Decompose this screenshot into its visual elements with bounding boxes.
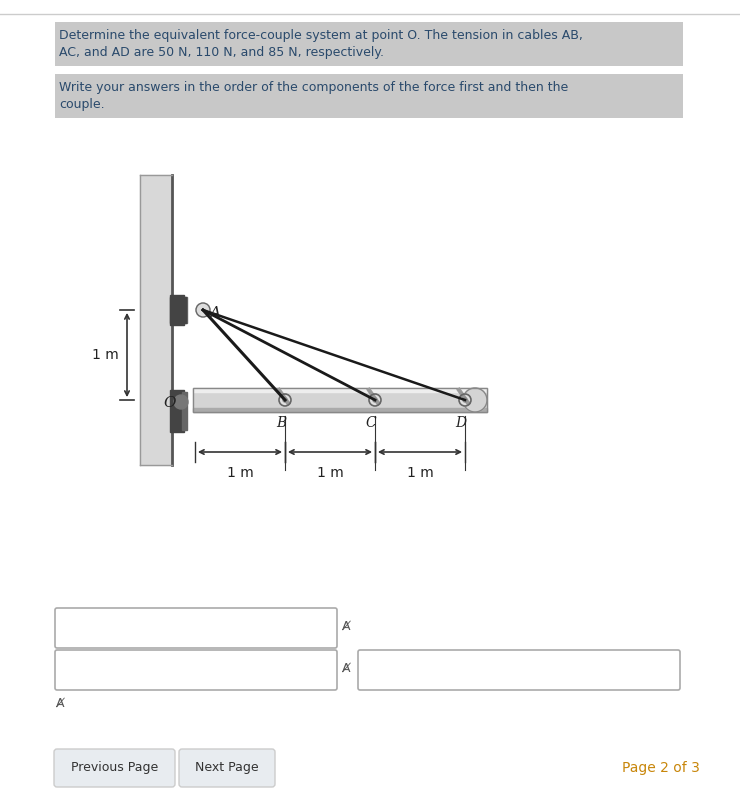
Text: D: D xyxy=(455,416,466,430)
Text: A̸: A̸ xyxy=(343,662,352,675)
Circle shape xyxy=(174,395,188,409)
Bar xyxy=(193,388,487,412)
Bar xyxy=(170,390,184,432)
Circle shape xyxy=(463,388,487,412)
Text: AC, and AD are 50 N, 110 N, and 85 N, respectively.: AC, and AD are 50 N, 110 N, and 85 N, re… xyxy=(59,46,384,59)
Text: A̸: A̸ xyxy=(57,697,66,710)
FancyBboxPatch shape xyxy=(55,650,337,690)
Text: Write your answers in the order of the components of the force first and then th: Write your answers in the order of the c… xyxy=(59,81,568,94)
Bar xyxy=(193,388,487,392)
Text: 1 m: 1 m xyxy=(226,466,253,480)
Text: Previous Page: Previous Page xyxy=(71,761,158,774)
Bar xyxy=(170,297,186,323)
Bar xyxy=(193,388,487,412)
Bar xyxy=(182,392,187,430)
Text: Determine the equivalent force-couple system at point O. The tension in cables A: Determine the equivalent force-couple sy… xyxy=(59,29,583,42)
Circle shape xyxy=(463,398,467,402)
Circle shape xyxy=(279,394,291,406)
Text: 1 m: 1 m xyxy=(317,466,343,480)
Text: O: O xyxy=(163,396,175,410)
FancyBboxPatch shape xyxy=(54,749,175,787)
Text: 1 m: 1 m xyxy=(92,348,118,362)
Circle shape xyxy=(283,398,287,402)
Circle shape xyxy=(373,398,377,402)
Circle shape xyxy=(196,303,210,317)
Text: A: A xyxy=(209,306,220,320)
FancyBboxPatch shape xyxy=(358,650,680,690)
Bar xyxy=(170,295,184,325)
Circle shape xyxy=(459,394,471,406)
Circle shape xyxy=(369,394,381,406)
FancyBboxPatch shape xyxy=(179,749,275,787)
Bar xyxy=(193,408,487,412)
Bar xyxy=(55,74,683,118)
Text: couple.: couple. xyxy=(59,98,104,111)
Text: C: C xyxy=(366,416,377,430)
Text: A̸: A̸ xyxy=(343,620,352,633)
Text: B: B xyxy=(276,416,286,430)
Bar xyxy=(55,22,683,66)
Text: Page 2 of 3: Page 2 of 3 xyxy=(622,761,700,775)
FancyBboxPatch shape xyxy=(55,608,337,648)
Text: Next Page: Next Page xyxy=(195,761,259,774)
Bar xyxy=(140,175,172,465)
Bar xyxy=(182,297,187,323)
Text: 1 m: 1 m xyxy=(406,466,434,480)
